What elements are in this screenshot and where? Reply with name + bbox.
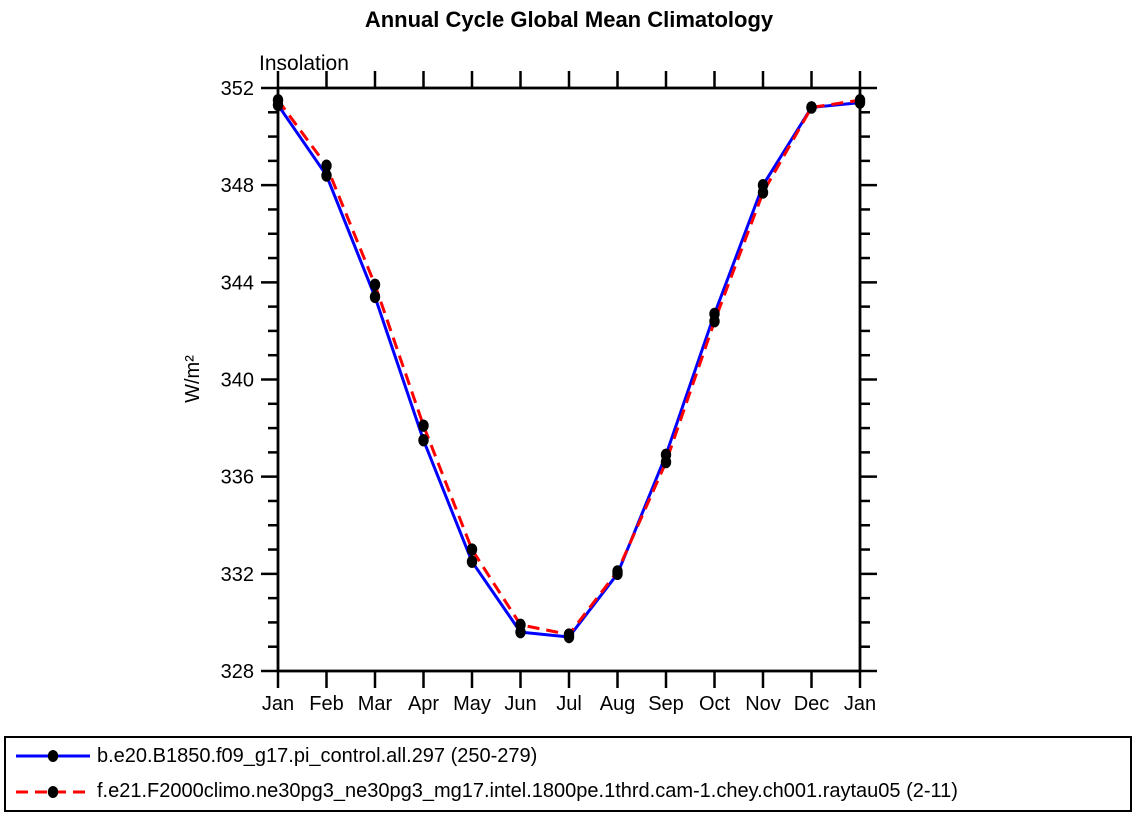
y-axis-tick-label: 340 (221, 370, 254, 392)
x-axis-tick-label: Sep (648, 693, 684, 715)
x-axis-tick-label: Jul (556, 693, 582, 715)
data-point-marker-series-2 (563, 628, 575, 641)
data-point-marker-series-2 (757, 186, 769, 199)
data-point-marker-series-1 (466, 555, 478, 568)
data-point-marker-series-1 (321, 169, 332, 182)
data-point-marker-series-2 (369, 278, 381, 291)
x-axis-tick-label: Aug (600, 693, 636, 715)
data-point-marker-series-2 (806, 101, 817, 114)
x-axis-tick-label: May (453, 693, 491, 715)
legend-sample-series-2 (16, 785, 90, 798)
data-point-marker-series-2 (418, 419, 429, 432)
data-point-marker-series-2 (466, 543, 478, 556)
series-line-2 (276, 98, 861, 637)
data-point-marker-series-2 (854, 93, 866, 107)
x-axis-tick-label: Feb (309, 693, 343, 715)
x-axis-tick-label: Jan (262, 693, 294, 715)
data-point-marker-series-1 (418, 434, 429, 447)
legend-box: b.e20.B1850.f09_g17.pi_control.all.297 (… (4, 736, 1132, 812)
legend-row-series-2: f.e21.F2000climo.ne30pg3_ne30pg3_mg17.in… (6, 775, 1130, 809)
x-axis-tick-label: Dec (794, 693, 830, 715)
y-axis-tick-label: 336 (221, 467, 254, 489)
chart-title: Annual Cycle Global Mean Climatology (364, 7, 774, 32)
axis-box (276, 86, 862, 673)
data-point-marker-series-2 (272, 93, 284, 107)
series-line-1 (276, 101, 861, 639)
legend-label-series-1: b.e20.B1850.f09_g17.pi_control.all.297 (… (97, 744, 538, 767)
x-axis-tick-label: Oct (699, 693, 731, 715)
y-axis-tick-label: 328 (221, 661, 254, 683)
legend-marker-icon (47, 785, 59, 798)
y-axis-tick-label: 344 (221, 272, 254, 294)
x-axis-tick-label: Jun (504, 693, 536, 715)
legend-marker-icon (47, 750, 59, 763)
x-axis-tick-label: Apr (408, 693, 439, 715)
chart-subtitle: Insolation (259, 52, 349, 75)
data-point-marker-series-2 (660, 455, 672, 469)
data-point-marker-series-2 (515, 618, 526, 632)
data-point-marker-series-2 (321, 159, 332, 172)
data-point-marker-series-2 (709, 315, 720, 328)
data-point-marker-series-2 (612, 565, 623, 578)
x-axis-tick-label: Mar (358, 693, 393, 715)
legend-label-series-2: f.e21.F2000climo.ne30pg3_ne30pg3_mg17.in… (97, 780, 958, 803)
y-axis-tick-label: 348 (221, 175, 254, 197)
data-point-marker-series-1 (369, 290, 381, 304)
y-axis-title: W/m² (182, 355, 204, 403)
x-axis-tick-label: Nov (745, 693, 781, 715)
legend-row-series-1: b.e20.B1850.f09_g17.pi_control.all.297 (… (6, 739, 1130, 773)
plot-area: Jan Feb Mar Apr May Jun Jul Aug Sep Oct Nov Dec Jan 3… (221, 71, 877, 715)
y-axis-tick-label: 332 (221, 564, 254, 586)
x-axis-tick-label: Jan (844, 693, 876, 715)
y-axis-tick-label: 352 (221, 78, 254, 100)
legend-sample-series-1 (16, 750, 90, 763)
